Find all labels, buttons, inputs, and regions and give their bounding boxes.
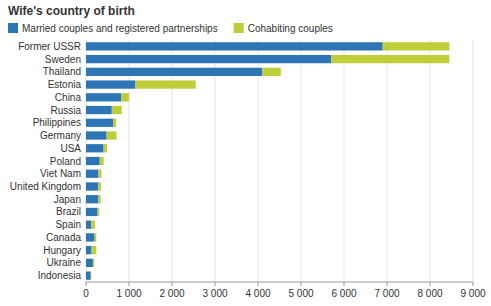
chart: Wife's country of birth Married couples a… [0, 0, 491, 306]
bar [92, 246, 97, 254]
grid-line [129, 40, 130, 282]
bar [121, 93, 129, 101]
bar [113, 119, 116, 127]
grid-line [430, 40, 431, 282]
category-label: United Kingdom [10, 181, 81, 192]
x-axis: 0 1 000 2 000 3 000 4 000 5 000 6 000 7 000 8 00… [83, 282, 486, 299]
bar [86, 42, 383, 50]
category-label: Poland [50, 156, 81, 167]
category-label: Thailand [43, 66, 81, 77]
tick-mark [86, 282, 87, 286]
tick-mark [387, 282, 388, 286]
category-label: Germany [40, 130, 81, 141]
legend-swatch [234, 23, 244, 33]
bar [91, 221, 95, 229]
tick-label: 1 000 [116, 288, 141, 299]
legend: Married couples and registered partnersh… [8, 23, 333, 34]
category-label: Ukraine [47, 257, 82, 268]
bar [86, 55, 331, 63]
chart-container: Wife's country of birth Married couples a… [0, 0, 491, 306]
axis-line [86, 282, 473, 283]
bar [86, 195, 98, 203]
bar [86, 221, 91, 229]
tick-mark [430, 282, 431, 286]
tick-label: 4 000 [245, 288, 270, 299]
bar [86, 68, 262, 76]
bars [86, 42, 449, 280]
grid-line [215, 40, 216, 282]
bar [98, 208, 100, 216]
category-label: USA [60, 143, 81, 154]
grid-line [387, 40, 388, 282]
bar [331, 55, 449, 63]
bar [112, 106, 122, 114]
category-label: Spain [55, 219, 81, 230]
bar [86, 271, 91, 279]
bar [98, 182, 101, 190]
bar [93, 259, 94, 267]
category-label: Sweden [45, 54, 81, 65]
tick-label: 6 000 [331, 288, 356, 299]
legend-label: Cohabiting couples [248, 23, 333, 34]
bar [86, 246, 92, 254]
tick-label: 3 000 [202, 288, 227, 299]
bar [86, 80, 135, 88]
grid [86, 40, 473, 282]
tick-label: 0 [83, 288, 89, 299]
bar [383, 42, 450, 50]
category-label: Brazil [56, 206, 81, 217]
tick-mark [258, 282, 259, 286]
bar [98, 170, 101, 178]
bar [86, 259, 93, 267]
bar [86, 157, 100, 165]
category-label: Russia [50, 105, 81, 116]
category-label: Japan [54, 194, 81, 205]
category-label: Viet Nam [40, 168, 81, 179]
category-label: Philippines [33, 117, 81, 128]
tick-mark [344, 282, 345, 286]
category-label: Estonia [48, 79, 82, 90]
tick-label: 7 000 [374, 288, 399, 299]
bar [262, 68, 280, 76]
tick-label: 2 000 [159, 288, 184, 299]
tick-mark [172, 282, 173, 286]
category-label: Canada [46, 232, 81, 243]
grid-line [172, 40, 173, 282]
tick-mark [473, 282, 474, 286]
bar [107, 131, 117, 139]
bar [86, 106, 112, 114]
grid-line [473, 40, 474, 282]
legend-swatch [8, 23, 18, 33]
category-label: Hungary [43, 245, 81, 256]
title: Wife's country of birth [8, 4, 135, 18]
legend-label: Married couples and registered partnersh… [22, 23, 218, 34]
bar [86, 119, 113, 127]
category-label: Former USSR [18, 41, 81, 52]
bar [86, 233, 95, 241]
tick-mark [129, 282, 130, 286]
category-label: China [55, 92, 82, 103]
bar [86, 170, 98, 178]
bar [86, 182, 98, 190]
bar [100, 157, 104, 165]
bar [90, 271, 92, 279]
bar [98, 195, 100, 203]
bar [86, 93, 121, 101]
grid-line [258, 40, 259, 282]
grid-line [344, 40, 345, 282]
bar [104, 144, 107, 152]
bar [86, 208, 98, 216]
tick-mark [215, 282, 216, 286]
tick-label: 8 000 [417, 288, 442, 299]
y-axis: Indonesia UkraineHungary Canada Spain Brazil… [10, 41, 82, 281]
category-label: Indonesia [38, 270, 82, 281]
tick-label: 9 000 [460, 288, 485, 299]
grid-line [301, 40, 302, 282]
tick-mark [301, 282, 302, 286]
bar [95, 233, 97, 241]
bar [135, 80, 195, 88]
bar [86, 144, 104, 152]
tick-label: 5 000 [288, 288, 313, 299]
bar [86, 131, 107, 139]
